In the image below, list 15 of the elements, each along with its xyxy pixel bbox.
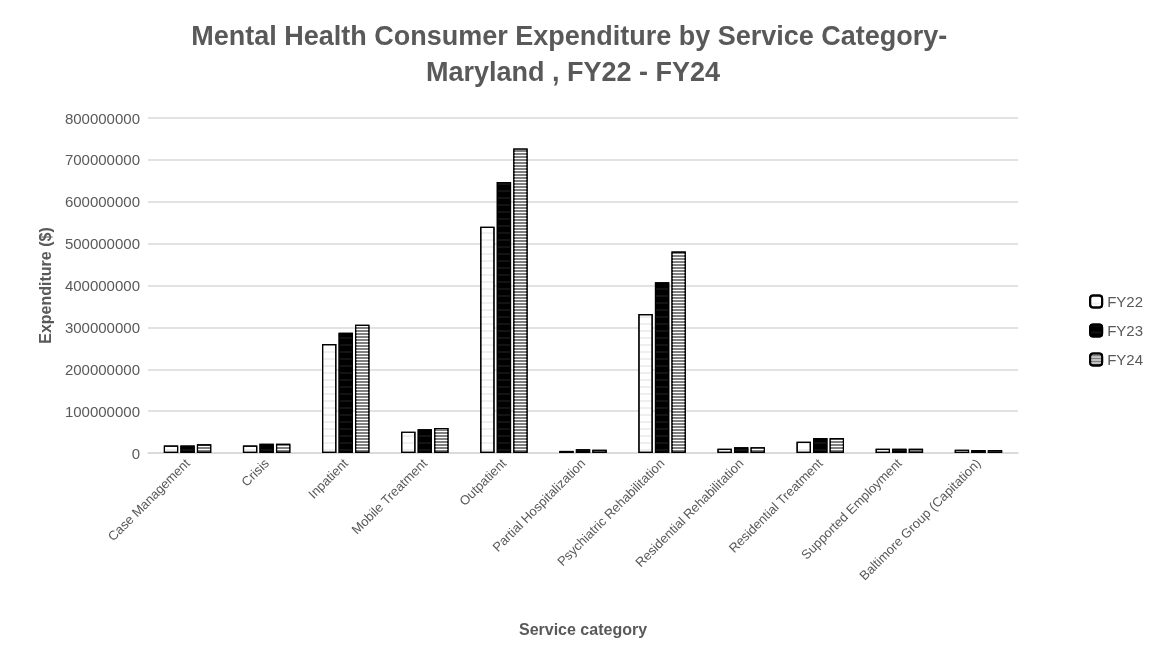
y-tick-label: 200000000 [64, 360, 140, 378]
y-tick-label: 800000000 [64, 109, 140, 127]
y-tick-label: 400000000 [64, 277, 140, 294]
legend-label: FY23 [1107, 322, 1144, 339]
y-tick-label: 500000000 [64, 235, 140, 253]
y-axis-title: Expenditure ($) [36, 227, 54, 344]
chart-title: Mental Health Consumer Expenditure by Service Category- Maryland , FY22 - FY24 [191, 21, 955, 87]
y-tick-label: 700000000 [64, 151, 140, 169]
y-tick-label: 600000000 [64, 193, 140, 211]
y-tick-label: 100000000 [64, 402, 140, 420]
y-tick-label: 0 [131, 444, 140, 462]
y-tick-label: 300000000 [64, 318, 140, 336]
x-axis-title: Service category [518, 620, 648, 638]
legend-label: FY22 [1107, 293, 1144, 310]
legend-label: FY24 [1107, 351, 1144, 368]
